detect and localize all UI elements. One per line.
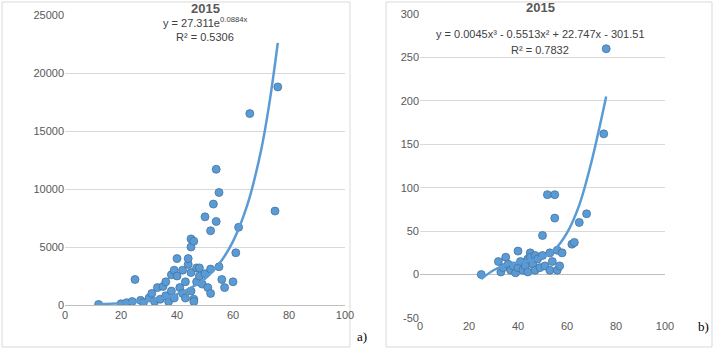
svg-text:300: 300 [401, 8, 419, 20]
svg-text:80: 80 [283, 309, 295, 321]
svg-text:40: 40 [171, 309, 183, 321]
svg-text:40: 40 [512, 320, 524, 332]
svg-text:b): b) [698, 319, 709, 334]
svg-text:100: 100 [336, 309, 354, 321]
svg-text:10000: 10000 [33, 183, 64, 195]
svg-text:-50: -50 [403, 312, 419, 324]
svg-text:y = 0.0045x³ - 0.5513x² + 22.7: y = 0.0045x³ - 0.5513x² + 22.747x - 301.… [436, 28, 645, 40]
svg-text:0: 0 [62, 309, 68, 321]
svg-text:R² = 0.7832: R² = 0.7832 [511, 44, 569, 56]
svg-text:200: 200 [401, 95, 419, 107]
svg-text:a): a) [357, 329, 367, 344]
svg-text:20000: 20000 [33, 67, 64, 79]
svg-text:15000: 15000 [33, 125, 64, 137]
svg-text:R² = 0.5306: R² = 0.5306 [176, 31, 234, 43]
svg-text:150: 150 [401, 138, 419, 150]
svg-text:0: 0 [413, 268, 419, 280]
svg-text:250: 250 [401, 51, 419, 63]
svg-text:80: 80 [610, 320, 622, 332]
svg-text:20: 20 [115, 309, 127, 321]
svg-text:2015: 2015 [526, 0, 555, 15]
svg-text:60: 60 [227, 309, 239, 321]
svg-text:100: 100 [656, 320, 674, 332]
svg-text:50: 50 [407, 225, 419, 237]
svg-text:60: 60 [561, 320, 573, 332]
svg-text:0: 0 [417, 320, 423, 332]
svg-text:25000: 25000 [33, 9, 64, 21]
svg-text:100: 100 [401, 182, 419, 194]
svg-text:y = 27.311e​0.0884x​: y = 27.311e​0.0884x​ [163, 15, 247, 29]
svg-text:2015: 2015 [191, 1, 220, 16]
svg-text:5000: 5000 [40, 241, 64, 253]
svg-text:20: 20 [463, 320, 475, 332]
svg-text:0: 0 [58, 299, 64, 311]
